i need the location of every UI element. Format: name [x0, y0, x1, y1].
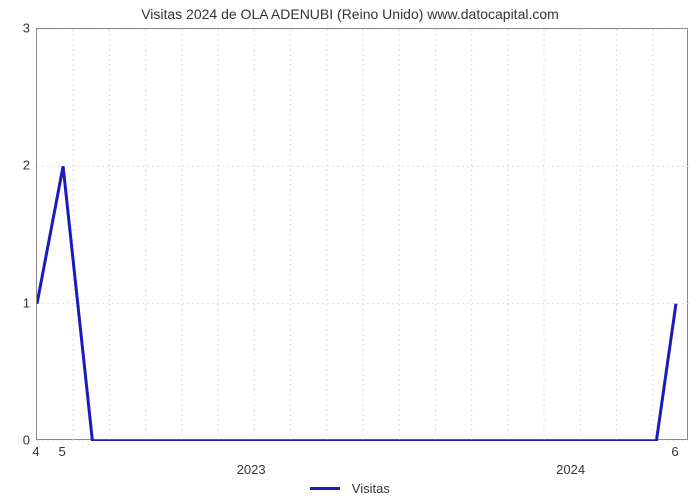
x-year-label: 2024	[556, 462, 585, 477]
y-tick-label: 0	[12, 433, 30, 448]
legend-label: Visitas	[352, 481, 390, 496]
x-tick-label: 5	[58, 444, 65, 459]
x-tick-label: 6	[671, 444, 678, 459]
legend: Visitas	[0, 480, 700, 496]
x-tick-label: 4	[32, 444, 39, 459]
y-tick-label: 1	[12, 295, 30, 310]
x-year-label: 2023	[237, 462, 266, 477]
plot-area	[36, 28, 688, 440]
y-tick-label: 2	[12, 158, 30, 173]
legend-swatch	[310, 487, 340, 490]
chart-title: Visitas 2024 de OLA ADENUBI (Reino Unido…	[0, 6, 700, 22]
y-tick-label: 3	[12, 21, 30, 36]
plot-svg	[37, 29, 689, 441]
